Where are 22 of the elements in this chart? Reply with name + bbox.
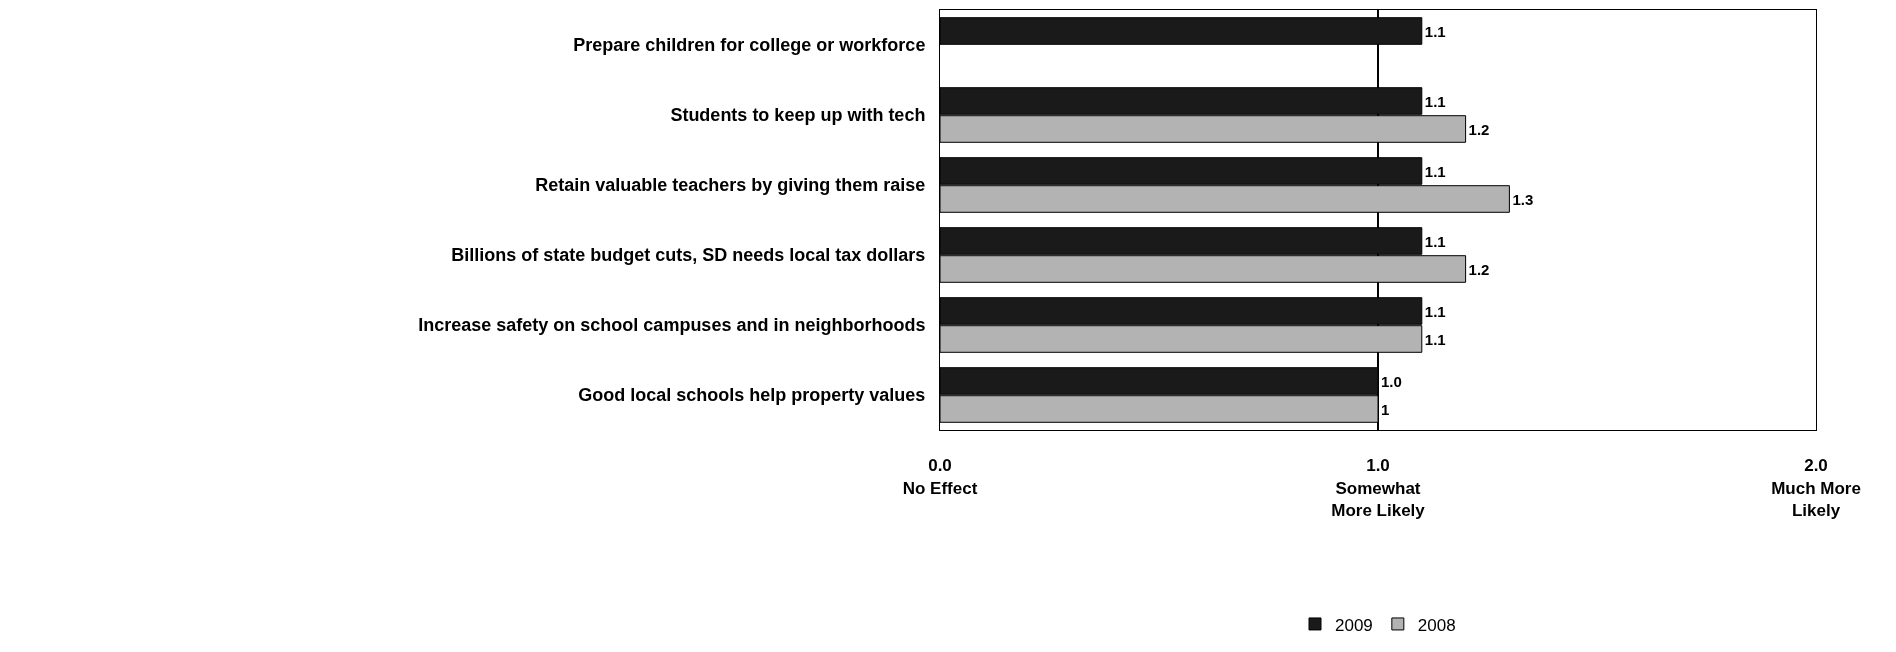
data-label: 1.0 [1381,372,1402,390]
data-label: 1.2 [1468,120,1490,138]
data-label: 1 [1381,400,1390,418]
data-label: 1.1 [1424,162,1446,180]
legend-label: 2009 [1335,615,1373,635]
data-label: 1.1 [1424,92,1446,110]
data-label: 1.2 [1468,260,1490,278]
x-tick-label: 2.0 Much More Likely [1771,456,1861,520]
data-label: 1.1 [1424,22,1446,40]
x-tick-label: 1.0 Somewhat More Likely [1331,456,1426,520]
data-label: 1.1 [1424,330,1446,348]
y-tick-label: Retain valuable teachers by giving them raise [535,175,926,196]
data-label: 1.3 [1512,190,1534,208]
y-tick-label: Increase safety on school campuses and in neighborhoods [418,315,926,336]
data-label: 1.1 [1424,302,1446,320]
y-tick-label: Good local schools help property values [578,385,926,406]
y-tick-label: Students to keep up with tech [670,105,926,126]
legend-label: 2008 [1417,615,1456,635]
y-tick-label: Billions of state budget cuts, SD needs local tax dollars [451,245,926,266]
data-label: 1.1 [1424,232,1446,250]
x-tick-label: 0.0 No Effect [902,456,978,498]
y-tick-label: Prepare children for college or workforce [573,35,926,56]
